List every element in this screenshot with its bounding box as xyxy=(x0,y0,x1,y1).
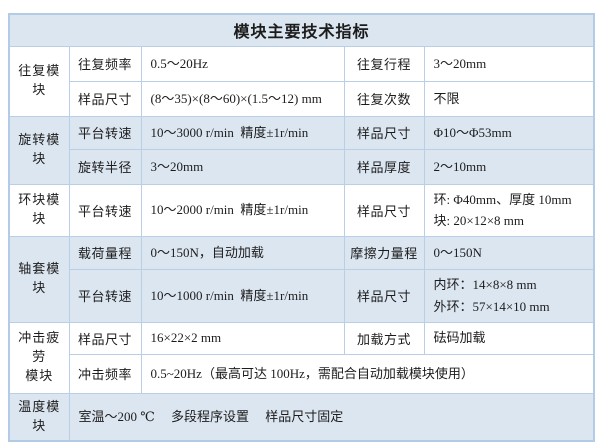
spec-value-cell: 2～10mm xyxy=(423,148,595,185)
module-name-temperature: 温度模块 xyxy=(8,392,70,442)
spec-label-cell: 样品尺寸 xyxy=(68,80,142,117)
module-name-reciprocating: 往复模块 xyxy=(8,45,70,117)
module-name-rotation: 旋转模块 xyxy=(8,115,70,185)
spec-label-cell: 样品尺寸 xyxy=(343,183,425,237)
spec-label-cell: 冲击频率 xyxy=(68,353,142,394)
table-title: 模块主要技术指标 xyxy=(8,13,595,47)
spec-value-cell: Φ10～Φ53mm xyxy=(423,115,595,150)
module-name-bushing: 轴套模块 xyxy=(8,235,70,323)
spec-label-cell: 平台转速 xyxy=(68,268,142,323)
spec-value-cell: 3～20mm xyxy=(140,148,345,185)
spec-label-cell: 加载方式 xyxy=(343,321,425,355)
spec-label-cell: 样品尺寸 xyxy=(343,115,425,150)
spec-value-cell: 环: Φ40mm、厚度 10mm 块: 20×12×8 mm xyxy=(423,183,595,237)
module-name-impact-fatigue: 冲击疲劳 模块 xyxy=(8,321,70,394)
spec-value-cell: 0～150N，自动加载 xyxy=(140,235,345,270)
spec-label-cell: 往复次数 xyxy=(343,80,425,117)
spec-label-cell: 样品厚度 xyxy=(343,148,425,185)
spec-value-cell: 0.5~20Hz（最高可达 100Hz，需配合自动加载模块使用） xyxy=(140,353,595,394)
spec-value-cell: 0.5～20Hz xyxy=(140,45,345,82)
spec-value-cell: 10～3000 r/min 精度±1r/min xyxy=(140,115,345,150)
spec-value-cell: 0～150N xyxy=(423,235,595,270)
spec-label-cell: 摩擦力量程 xyxy=(343,235,425,270)
spec-value-cell: (8～35)×(8～60)×(1.5～12) mm xyxy=(140,80,345,117)
spec-value-cell: 10～2000 r/min 精度±1r/min xyxy=(140,183,345,237)
spec-label-cell: 载荷量程 xyxy=(68,235,142,270)
spec-label-cell: 往复行程 xyxy=(343,45,425,82)
spec-value-cell: 砝码加载 xyxy=(423,321,595,355)
spec-value-cell: 3～20mm xyxy=(423,45,595,82)
spec-value-cell: 内环：14×8×8 mm 外环：57×14×10 mm xyxy=(423,268,595,323)
spec-value-cell: 16×22×2 mm xyxy=(140,321,345,355)
spec-value-cell: 不限 xyxy=(423,80,595,117)
spec-label-cell: 往复频率 xyxy=(68,45,142,82)
spec-value-cell: 室温～200 ℃ 多段程序设置 样品尺寸固定 xyxy=(68,392,595,442)
spec-table: 模块主要技术指标 往复模块 往复频率 0.5～20Hz 往复行程 3～20mm … xyxy=(8,13,595,442)
spec-label-cell: 平台转速 xyxy=(68,115,142,150)
spec-label-cell: 旋转半径 xyxy=(68,148,142,185)
spec-value-cell: 10～1000 r/min 精度±1r/min xyxy=(140,268,345,323)
spec-label-cell: 样品尺寸 xyxy=(68,321,142,355)
spec-label-cell: 平台转速 xyxy=(68,183,142,237)
spec-label-cell: 样品尺寸 xyxy=(343,268,425,323)
module-name-ring-block: 环块模块 xyxy=(8,183,70,237)
